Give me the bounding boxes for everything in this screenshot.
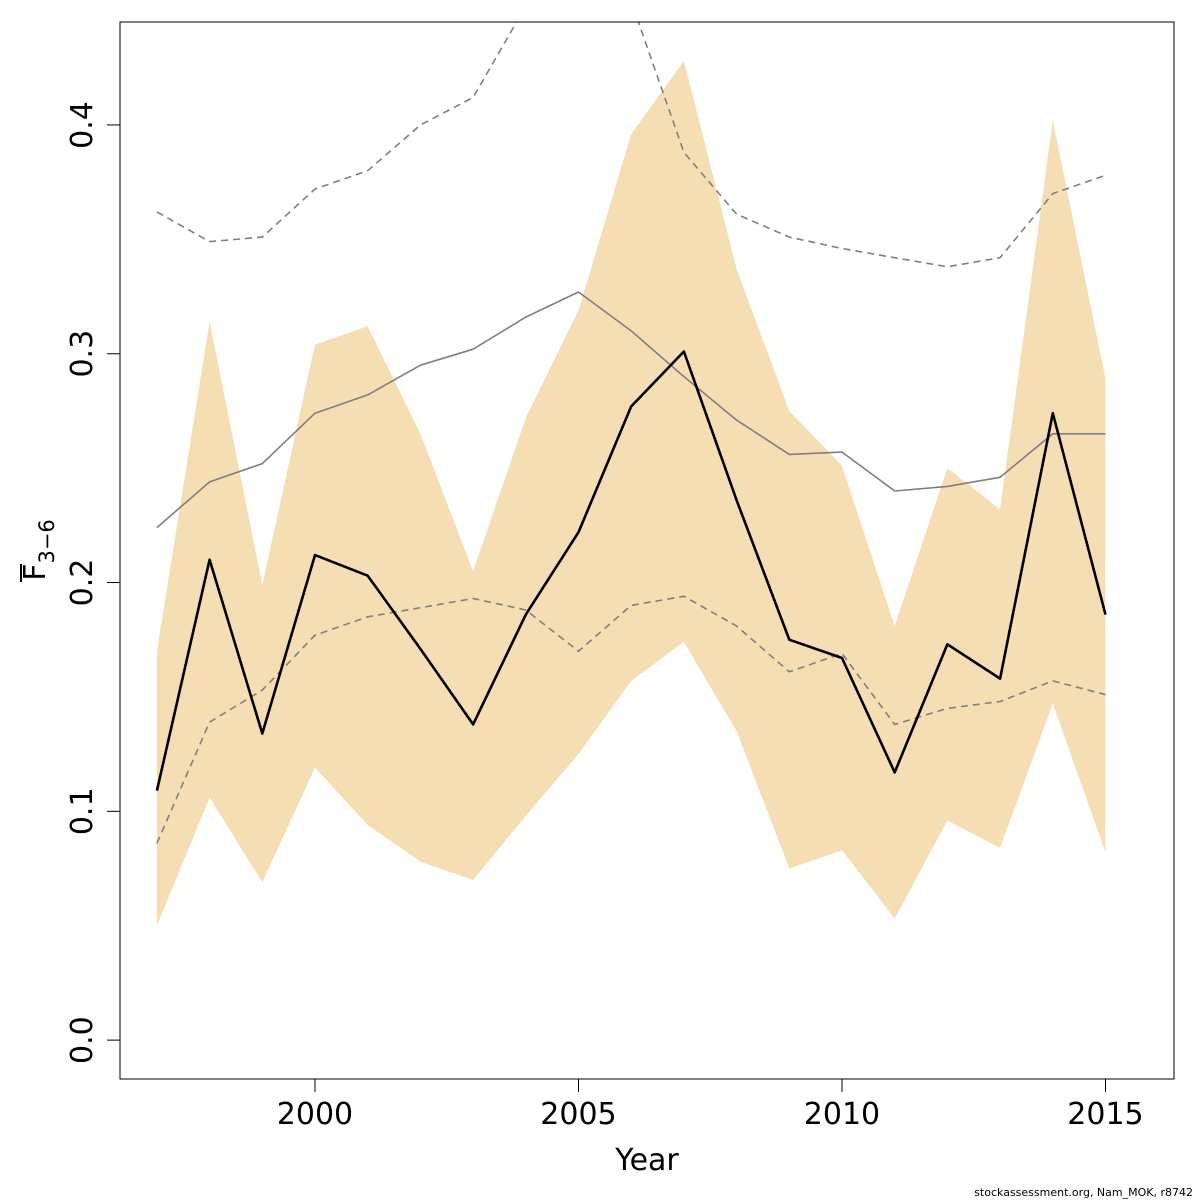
x-tick-label: 2015 bbox=[1067, 1097, 1143, 1132]
credit-text: stockassessment.org, Nam_MOK, r8742 bbox=[974, 1186, 1193, 1199]
y-axis-title-main: F bbox=[18, 564, 53, 581]
y-axis: 0.0 0.1 0.2 0.3 0.4 bbox=[65, 101, 121, 1064]
x-tick-label: 2000 bbox=[277, 1097, 353, 1132]
series-line-reference-upper bbox=[156, 22, 1106, 268]
series-line-reference-lower bbox=[156, 595, 1106, 844]
y-tick-label: 0.3 bbox=[65, 330, 100, 378]
series-line-estimate bbox=[155, 350, 1107, 791]
x-axis: 2000 2005 2010 2015 bbox=[277, 1078, 1144, 1132]
y-tick-label: 0.0 bbox=[65, 1016, 100, 1064]
y-tick-label: 0.2 bbox=[65, 559, 100, 607]
x-axis-title: Year bbox=[614, 1143, 679, 1178]
y-tick-label: 0.1 bbox=[65, 787, 100, 835]
svg-text:F3−6: F3−6 bbox=[18, 519, 59, 581]
series-line-reference bbox=[156, 291, 1106, 529]
y-axis-title: F3−6 bbox=[18, 519, 59, 582]
plot-region bbox=[155, 22, 1107, 926]
x-tick-label: 2010 bbox=[804, 1097, 880, 1132]
y-tick-label: 0.4 bbox=[65, 101, 100, 149]
x-tick-label: 2005 bbox=[540, 1097, 616, 1132]
y-axis-title-subscript: 3−6 bbox=[35, 519, 59, 563]
confidence-band bbox=[156, 60, 1106, 926]
